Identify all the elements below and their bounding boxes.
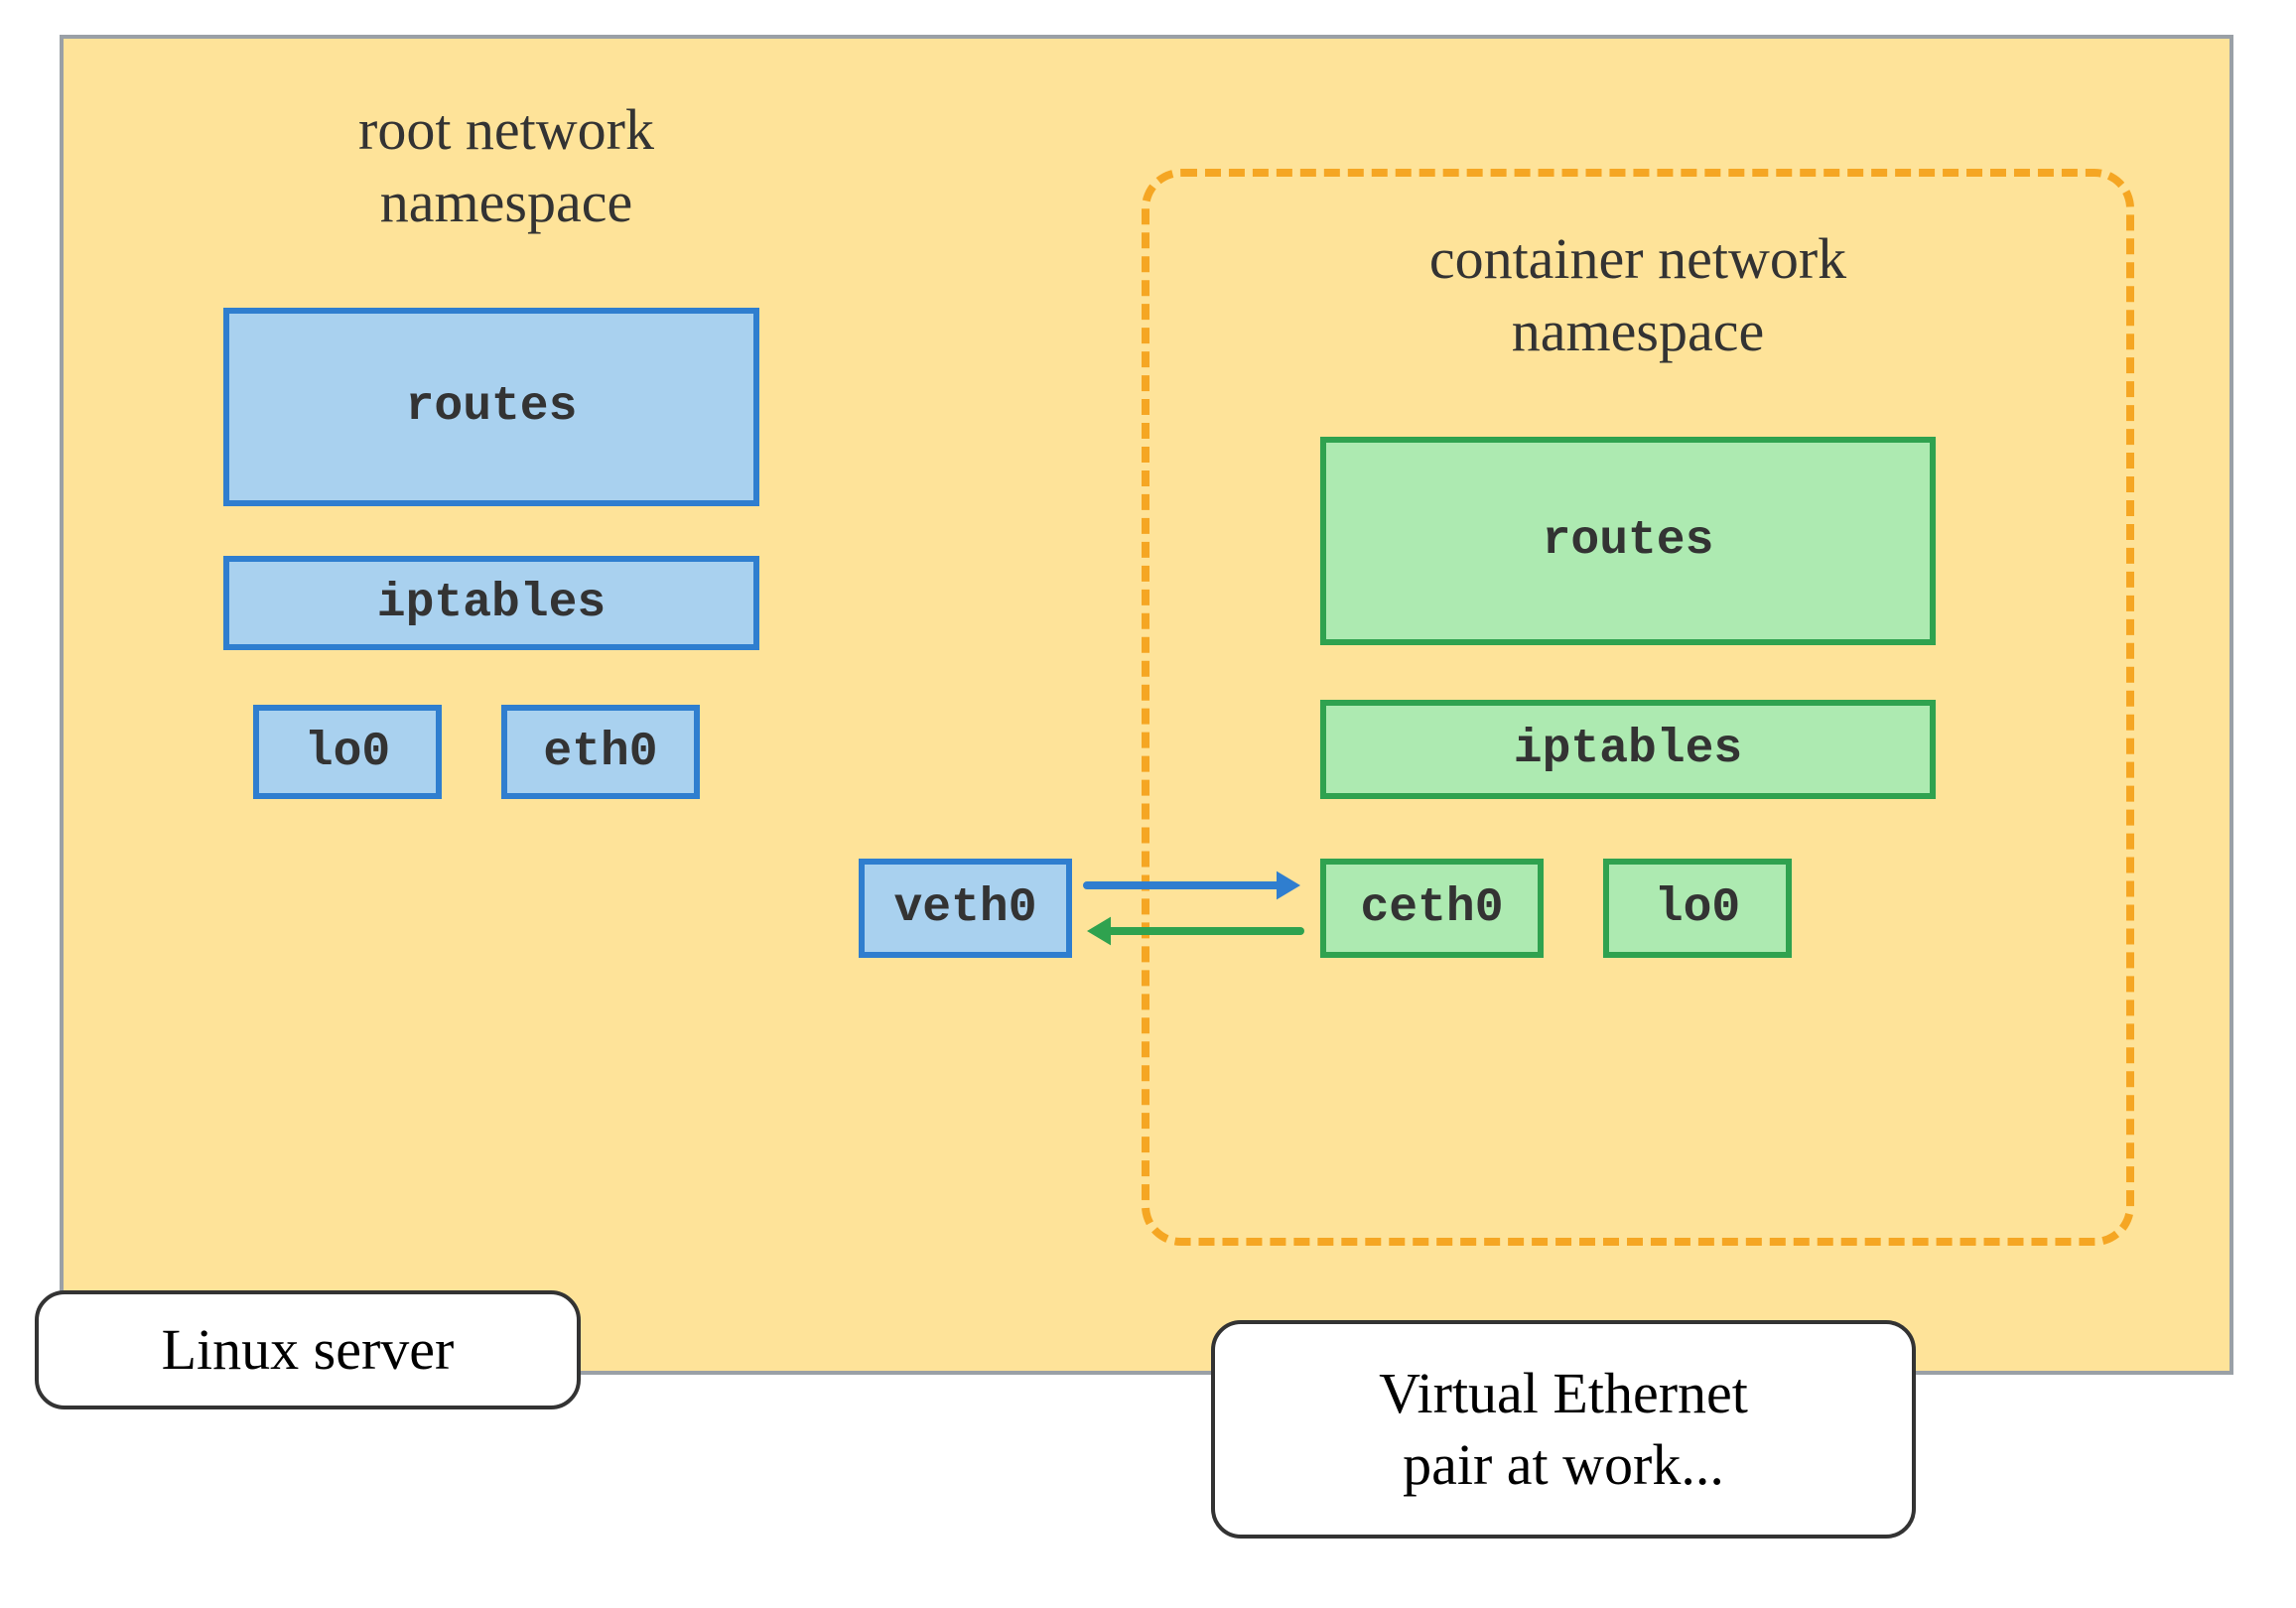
container-iptables-box: iptables [1320,700,1936,799]
root-eth0-box: eth0 [501,705,700,799]
container-ceth0-box: ceth0 [1320,859,1544,958]
container-lo0-box: lo0 [1603,859,1792,958]
arrow-left-icon [1063,907,1324,955]
veth0-box: veth0 [859,859,1072,958]
veth-pair-callout: Virtual Ethernetpair at work... [1211,1320,1916,1539]
veth-pair-callout-text: Virtual Ethernetpair at work... [1379,1358,1748,1502]
linux-server-callout-text: Linux server [162,1314,455,1387]
arrow-right-icon [1063,862,1324,909]
linux-server-callout: Linux server [35,1290,581,1409]
container-ns-title: container networknamespace [1261,223,2015,367]
root-ns-title: root networknamespace [228,94,784,238]
root-iptables-box: iptables [223,556,759,650]
root-routes-box: routes [223,308,759,506]
container-routes-box: routes [1320,437,1936,645]
root-lo0-box: lo0 [253,705,442,799]
